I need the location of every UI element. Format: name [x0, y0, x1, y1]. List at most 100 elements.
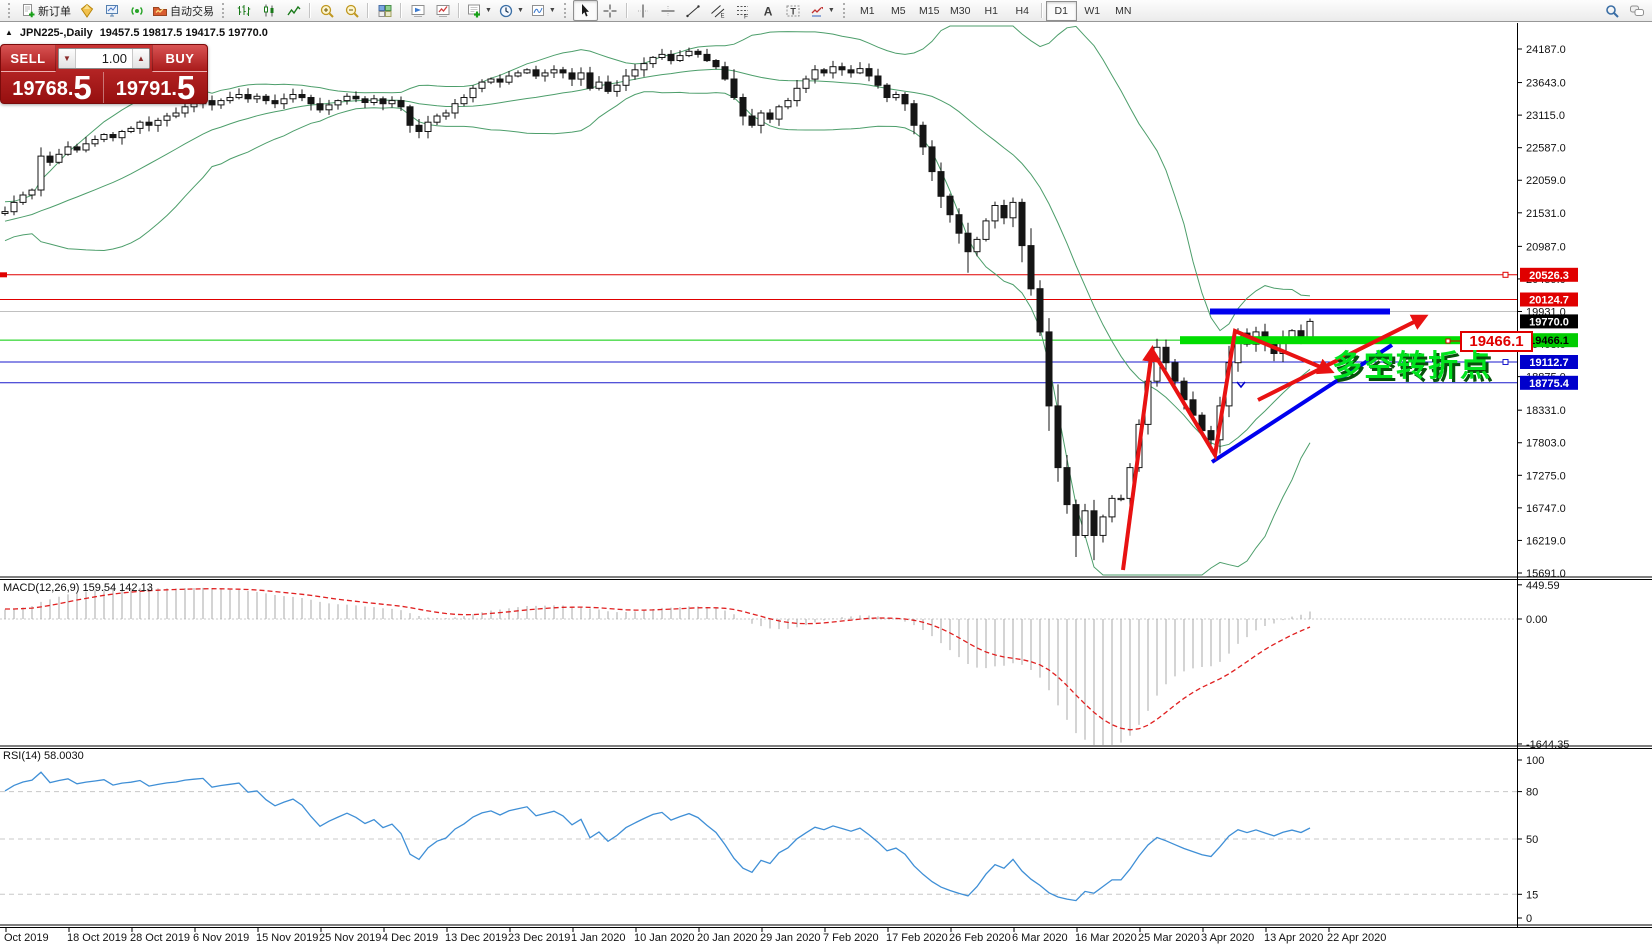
svg-text:21531.0: 21531.0 — [1526, 208, 1566, 220]
blue-resistance-band — [1210, 308, 1390, 315]
vertical-line-button[interactable] — [631, 0, 656, 21]
text-label-button[interactable]: T — [781, 0, 806, 21]
svg-text:18331.0: 18331.0 — [1526, 405, 1566, 417]
timeframe-w1-button[interactable]: W1 — [1084, 4, 1101, 17]
strategy-tester-button[interactable] — [405, 0, 430, 21]
line-handle — [1502, 271, 1509, 278]
timeframe-m30-button[interactable]: M30 — [950, 4, 971, 17]
collapse-panel-icon[interactable]: ▲ — [5, 28, 13, 37]
svg-text:15: 15 — [1526, 889, 1538, 901]
vline-icon — [638, 4, 649, 17]
svg-text:13 Dec 2019: 13 Dec 2019 — [445, 932, 507, 944]
timeframe-m5-button[interactable]: M5 — [890, 4, 906, 17]
horizontal-level-lines[interactable] — [0, 274, 1517, 384]
svg-text:26 Feb 2020: 26 Feb 2020 — [949, 932, 1011, 944]
svg-text:50: 50 — [1526, 834, 1538, 846]
chat-button[interactable] — [1624, 0, 1649, 21]
indicator-list-button[interactable] — [430, 0, 455, 21]
new-order-button[interactable]: 新订单 — [17, 0, 74, 21]
svg-text:22587.0: 22587.0 — [1526, 143, 1566, 155]
rsi-pane — [0, 771, 1517, 902]
date-axis[interactable]: Oct 2019 18 Oct 2019 28 Oct 2019 6 Nov 2019… — [4, 928, 1386, 944]
gem-icon-button[interactable] — [74, 0, 99, 21]
auto-trading-button-label: 自动交易 — [170, 5, 214, 18]
timeframe-d1-button[interactable]: D1 — [1045, 0, 1077, 21]
bar-chart-button[interactable] — [231, 0, 256, 21]
template-button[interactable]: ▼ — [527, 0, 559, 21]
signal-button[interactable] — [124, 0, 149, 21]
timeframe-h4-button[interactable]: H4 — [1015, 4, 1029, 17]
zoom-in-button[interactable] — [314, 0, 339, 21]
svg-text:80: 80 — [1526, 787, 1538, 799]
toolbar-separator — [1040, 3, 1043, 18]
textT-icon: T — [786, 5, 800, 16]
sell-price[interactable]: 19768. 5 — [1, 71, 104, 104]
pluschart-icon — [468, 4, 480, 17]
svg-text:T: T — [791, 6, 797, 16]
fibo-icon: F — [737, 5, 749, 19]
drawn-objects[interactable] — [0, 271, 1516, 571]
red-zigzag-arrow — [1150, 328, 1335, 461]
toolbar-grip[interactable] — [842, 3, 848, 18]
volume-input[interactable]: 1.00 — [101, 51, 127, 66]
period-button[interactable]: ▼ — [495, 0, 527, 21]
fractal-marker-icon — [1236, 381, 1246, 389]
market-watch-button[interactable] — [99, 0, 124, 21]
toolbar-grip[interactable] — [8, 3, 13, 18]
auto-trading-button[interactable]: 自动交易 — [149, 0, 217, 21]
timeframe-m15-button[interactable]: M15 — [919, 4, 940, 17]
svg-text:0.00: 0.00 — [1526, 614, 1547, 626]
candlesticks — [1, 47, 1314, 561]
candlestick-button[interactable] — [256, 0, 281, 21]
zoom-out-button[interactable] — [339, 0, 364, 21]
crosshair-button[interactable] — [598, 0, 623, 21]
svg-text:15 Nov 2019: 15 Nov 2019 — [256, 932, 318, 944]
timeframe-m1-button[interactable]: M1 — [859, 4, 875, 17]
sell-button[interactable]: SELL — [1, 45, 56, 72]
buy-price[interactable]: 19791. 5 — [115, 69, 196, 106]
tile-windows-button[interactable] — [372, 0, 397, 21]
chinese-annotation-text[interactable]: 多空转折点 — [1332, 350, 1492, 383]
volume-decrease-button[interactable]: ▼ — [59, 49, 76, 68]
svg-text:20124.7: 20124.7 — [1529, 295, 1569, 307]
line-chart-button[interactable] — [281, 0, 306, 21]
red-zigzag-arrow — [1121, 345, 1159, 571]
timeframe-mn-button[interactable]: MN — [1115, 4, 1132, 17]
horizontal-line-button[interactable] — [656, 0, 681, 21]
search-button[interactable] — [1599, 0, 1624, 21]
svg-text:6 Mar 2020: 6 Mar 2020 — [1012, 932, 1068, 944]
new-chart-button[interactable]: ▼ — [463, 0, 495, 21]
dropdown-caret-icon: ▼ — [548, 7, 556, 14]
macd-indicator-label: MACD(12,26,9) 159.54 142.13 — [3, 582, 153, 594]
toolbar-grip[interactable] — [563, 3, 569, 18]
price-callout-label[interactable]: 19466.1 — [1460, 331, 1533, 352]
svg-text:7 Feb 2020: 7 Feb 2020 — [823, 932, 879, 944]
zoomout-icon — [345, 4, 359, 18]
macd-pane — [0, 587, 1517, 745]
svg-text:28 Oct 2019: 28 Oct 2019 — [130, 932, 190, 944]
price-axis[interactable]: 24187.0 23643.0 23115.0 22587.0 22059.0 21531… — [1517, 44, 1578, 925]
trendline-button[interactable] — [681, 0, 706, 21]
dropdown-caret-icon: ▼ — [516, 7, 524, 14]
clock-icon — [499, 4, 513, 17]
fibonacci-button[interactable]: F — [731, 0, 756, 21]
toolbar-grip[interactable] — [222, 3, 227, 18]
text-button[interactable]: A — [756, 0, 781, 21]
dropdown-caret-icon: ▼ — [485, 7, 492, 14]
chartb-icon — [436, 4, 449, 17]
svg-text:15691.0: 15691.0 — [1526, 568, 1566, 580]
svg-text:A: A — [764, 4, 773, 18]
buy-button[interactable]: BUY — [152, 45, 207, 72]
pane-separators[interactable] — [0, 23, 1652, 928]
cursor-icon — [582, 3, 590, 16]
chat-icon — [1629, 5, 1644, 16]
arrows-button[interactable]: ▼ — [806, 0, 838, 21]
svg-text:29 Jan 2020: 29 Jan 2020 — [760, 932, 821, 944]
cursor-button[interactable] — [572, 0, 598, 21]
tiles-icon — [378, 4, 391, 17]
timeframe-h1-button[interactable]: H1 — [984, 4, 998, 17]
channel-button[interactable]: E — [706, 0, 731, 21]
svg-text:23115.0: 23115.0 — [1526, 110, 1565, 122]
volume-increase-button[interactable]: ▲ — [132, 49, 149, 68]
